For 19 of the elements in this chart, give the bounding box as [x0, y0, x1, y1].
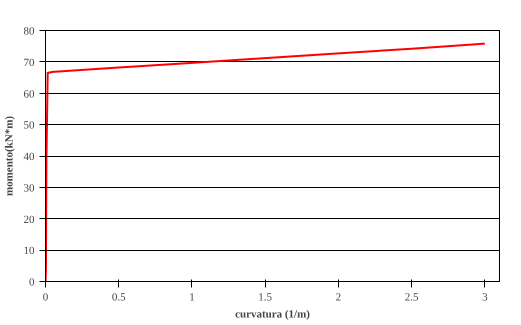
x-tick-label: 3: [482, 292, 488, 304]
x-tick-label: 1.5: [258, 292, 273, 304]
y-axis-title: momento(kN*m): [4, 116, 16, 196]
y-tick-label: 70: [24, 56, 35, 69]
y-tick-label: 10: [24, 245, 35, 258]
x-tick-label: 0.5: [112, 292, 126, 304]
y-tick-label: 0: [29, 276, 35, 288]
y-tick-label: 20: [24, 214, 35, 226]
line-series: [46, 42, 486, 282]
y-tick-label: 80: [24, 26, 35, 38]
x-tick-label: 2: [336, 292, 342, 304]
x-tick-label: 2.5: [404, 292, 420, 304]
y-tick-label: 50: [24, 120, 35, 132]
x-tick-label: 0: [42, 292, 49, 304]
y-tick-label: 30: [24, 182, 35, 194]
x-axis-title: curvatura (1/m): [235, 308, 310, 320]
y-tick-label: 40: [24, 151, 35, 163]
y-tick-label: 60: [24, 88, 35, 100]
x-tick-label: 1: [189, 292, 195, 304]
